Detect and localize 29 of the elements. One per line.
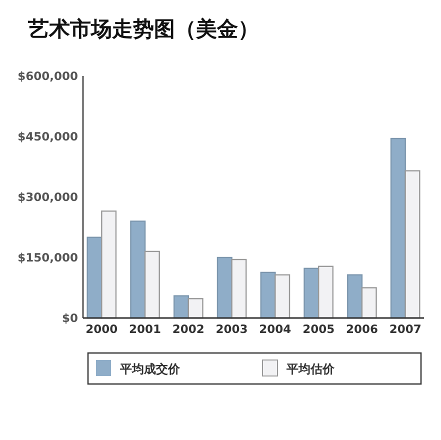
bar — [101, 210, 117, 319]
y-tick-label: $0 — [62, 311, 78, 326]
x-tick-label: 2005 — [302, 322, 335, 336]
bar — [188, 298, 204, 319]
legend-label: 平均成交价 — [119, 362, 181, 376]
y-tick-label: $600,000 — [18, 69, 78, 84]
bar — [347, 274, 363, 319]
x-tick-label: 2001 — [129, 322, 162, 336]
y-tick-label: $150,000 — [18, 250, 78, 265]
x-tick-label: 2007 — [389, 322, 422, 336]
x-tick-label: 2002 — [172, 322, 204, 336]
x-tick-label: 2006 — [346, 322, 378, 336]
y-tick-label: $300,000 — [18, 190, 78, 204]
bar — [144, 250, 160, 319]
bar — [130, 220, 146, 319]
bar — [318, 266, 334, 319]
chart-title: 艺术市场走势图（美金） — [27, 17, 259, 41]
bar — [231, 258, 247, 319]
bar — [304, 268, 320, 319]
y-tick-label: $450,000 — [18, 130, 78, 144]
x-tick-label: 2000 — [86, 322, 118, 336]
bar — [390, 138, 406, 319]
bar — [274, 274, 290, 319]
x-tick-label: 2004 — [259, 322, 292, 336]
x-tick-label: 2003 — [216, 322, 248, 336]
bar — [361, 287, 377, 319]
bar — [404, 170, 420, 319]
bar — [86, 236, 102, 319]
legend-label: 平均估价 — [286, 362, 336, 376]
